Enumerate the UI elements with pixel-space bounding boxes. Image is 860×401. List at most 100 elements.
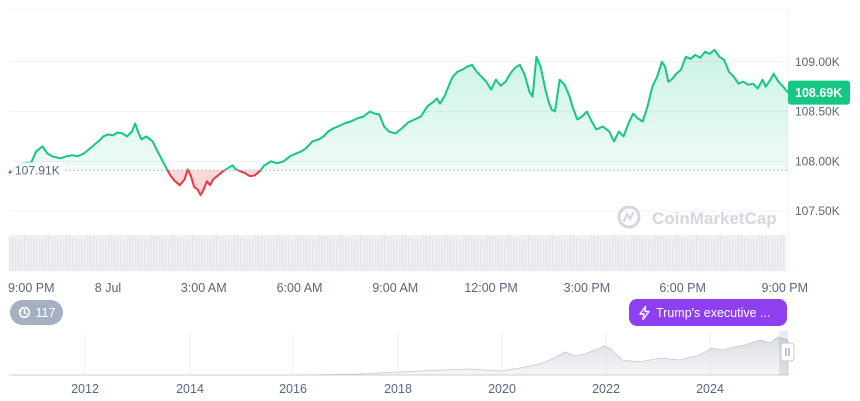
volume-bar xyxy=(135,237,137,271)
volume-bar xyxy=(276,235,278,271)
volume-bar xyxy=(513,237,515,271)
volume-bar xyxy=(171,235,173,271)
volume-bar xyxy=(192,235,194,271)
volume-bar xyxy=(705,238,707,271)
volume-bar xyxy=(690,240,692,271)
volume-bar xyxy=(291,240,293,271)
volume-bar xyxy=(303,237,305,271)
volume-bar xyxy=(624,239,626,271)
volume-bar xyxy=(555,237,557,271)
volume-bar xyxy=(423,235,425,271)
volume-bar xyxy=(36,239,38,271)
volume-bar xyxy=(249,240,251,271)
volume-bar xyxy=(339,235,341,271)
volume-bar xyxy=(552,236,554,271)
volume-bar xyxy=(288,239,290,271)
volume-bar xyxy=(75,238,77,271)
volume-bar xyxy=(225,239,227,271)
volume-bar xyxy=(111,236,113,271)
volume-bar xyxy=(369,238,371,271)
volume-bar xyxy=(264,238,266,271)
volume-bar xyxy=(672,241,674,271)
volume-bar xyxy=(213,235,215,271)
volume-bar xyxy=(153,236,155,271)
volume-bar xyxy=(678,236,680,271)
volume-bar xyxy=(669,240,671,271)
volume-bar xyxy=(372,239,374,271)
volume-bar xyxy=(174,236,176,271)
volume-bar xyxy=(330,239,332,271)
volume-bar xyxy=(324,237,326,271)
volume-bar xyxy=(207,240,209,271)
volume-bar xyxy=(546,241,548,271)
volume-bar xyxy=(180,238,182,271)
current-price-badge: 108.69K xyxy=(788,80,850,105)
volume-bar xyxy=(117,238,119,271)
volume-bar xyxy=(600,238,602,271)
navigator-handle[interactable] xyxy=(780,342,795,362)
volume-bar xyxy=(657,236,659,271)
volume-bar xyxy=(636,236,638,271)
volume-bar xyxy=(387,237,389,271)
volume-bar xyxy=(609,241,611,271)
volume-bar xyxy=(159,238,161,271)
volume-bar xyxy=(723,237,725,271)
event-marker-label: Trump's executive ... xyxy=(656,305,771,320)
volume-bar xyxy=(726,238,728,271)
baseline-label: 107.91K xyxy=(15,163,60,177)
volume-bar xyxy=(69,236,71,271)
current-price-label: 108.69K xyxy=(795,86,842,100)
volume-bar xyxy=(597,237,599,271)
volume-bar xyxy=(780,235,782,271)
volume-bar xyxy=(660,237,662,271)
volume-bar xyxy=(240,237,242,271)
volume-bar xyxy=(717,235,719,271)
navigator-year-label: 2012 xyxy=(71,382,99,396)
volume-bar xyxy=(414,239,416,271)
volume-bar xyxy=(51,237,53,271)
volume-bar xyxy=(735,241,737,271)
volume-bar xyxy=(381,235,383,271)
x-axis: 9:00 PM 8 Jul 3:00 AM 6:00 AM 9:00 AM 12:00 P… xyxy=(8,281,808,295)
volume-bar xyxy=(177,237,179,271)
y-tick-label: 109.00K xyxy=(795,55,840,69)
volume-bar xyxy=(531,236,533,271)
volume-bar xyxy=(708,239,710,271)
volume-bar xyxy=(405,236,407,271)
navigator-year-label: 2014 xyxy=(176,382,204,396)
volume-bar xyxy=(99,239,101,271)
volume-bar xyxy=(456,239,458,271)
volume-bar xyxy=(132,236,134,271)
volume-bar xyxy=(681,237,683,271)
volume-bar xyxy=(471,237,473,271)
area-fill-up xyxy=(12,49,788,171)
volume-bar xyxy=(231,241,233,271)
volume-bar xyxy=(459,240,461,271)
volume-bar xyxy=(606,240,608,271)
volume-bar xyxy=(756,241,758,271)
volume-bar xyxy=(558,238,560,271)
watermark: CoinMarketCap xyxy=(617,205,777,229)
volume-bar xyxy=(144,240,146,271)
volume-bar xyxy=(744,237,746,271)
volume-bar xyxy=(150,235,152,271)
history-icon xyxy=(18,306,31,319)
volume-bar xyxy=(120,239,122,271)
volume-bar xyxy=(489,236,491,271)
y-tick-label: 108.50K xyxy=(795,105,840,119)
x-tick-label: 9:00 PM xyxy=(8,281,55,295)
x-tick-label: 6:00 PM xyxy=(659,281,706,295)
events-count-badge[interactable]: 117 xyxy=(10,300,63,325)
volume-bar xyxy=(687,239,689,271)
volume-bar xyxy=(267,239,269,271)
volume-bar xyxy=(96,238,98,271)
volume-bar xyxy=(645,239,647,271)
volume-bar xyxy=(315,241,317,271)
range-navigator[interactable]: 2012 2014 2016 2018 2020 2022 2024 xyxy=(9,331,795,396)
volume-bar xyxy=(273,241,275,271)
volume-bar xyxy=(783,236,785,271)
volume-bar xyxy=(282,237,284,271)
volume-bar xyxy=(774,240,776,271)
event-marker-button[interactable]: Trump's executive ... xyxy=(629,299,787,326)
